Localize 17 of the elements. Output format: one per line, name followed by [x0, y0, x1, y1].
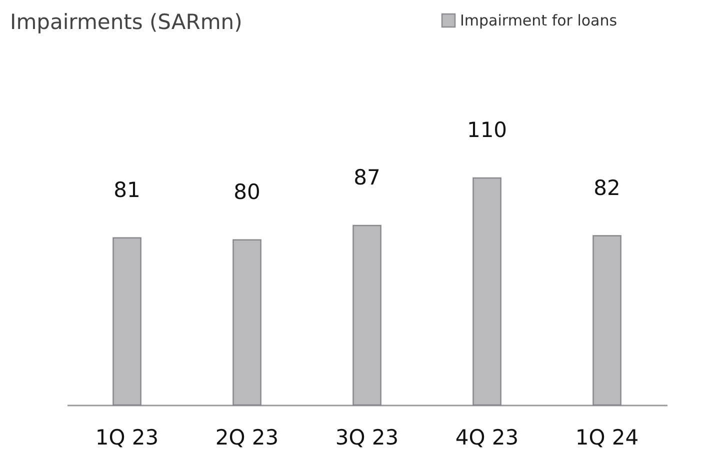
- bar: [112, 237, 142, 406]
- x-tick-label: 3Q 23: [335, 426, 399, 450]
- x-tick-label: 4Q 23: [455, 426, 519, 450]
- chart-title: Impairments (SARmn): [10, 10, 242, 34]
- data-label: 110: [466, 118, 508, 142]
- x-tick-label: 1Q 24: [575, 426, 639, 450]
- bar: [352, 224, 382, 406]
- data-label: 81: [114, 178, 140, 202]
- data-label: 80: [234, 180, 260, 204]
- data-label: 82: [594, 176, 620, 200]
- x-tick-label: 1Q 23: [95, 426, 159, 450]
- bar: [472, 177, 502, 406]
- x-tick-label: 2Q 23: [215, 426, 279, 450]
- bar: [232, 239, 262, 406]
- legend-label: Impairment for loans: [460, 12, 618, 30]
- data-label: 87: [354, 165, 380, 190]
- bar: [592, 235, 622, 406]
